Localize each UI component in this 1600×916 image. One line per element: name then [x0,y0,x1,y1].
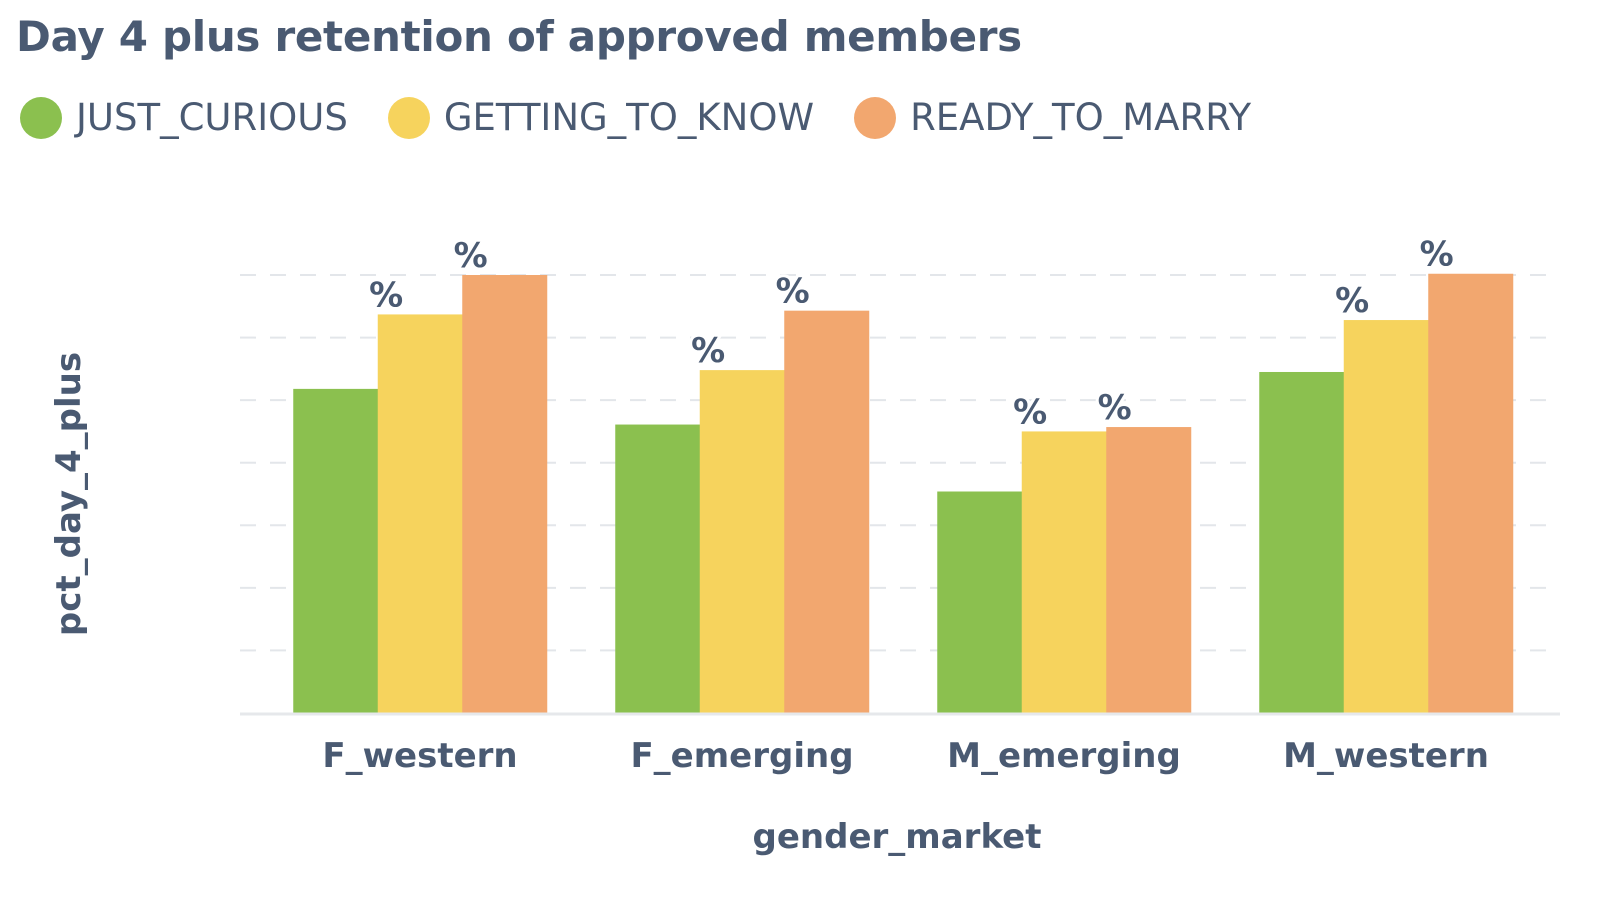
bar-ready-to-marry [1106,427,1192,713]
x-tick-label: F_western [322,736,517,776]
legend-swatch [387,96,430,139]
legend-label: JUST_CURIOUS [76,96,348,139]
data-label: % [1013,392,1047,432]
legend-swatch [854,96,897,139]
bar-just-curious [1259,371,1345,713]
legend-label: GETTING_TO_KNOW [443,96,815,139]
data-label: % [369,275,403,315]
bar-getting-to-know [1021,431,1107,713]
data-label: % [1335,281,1369,321]
bar-just-curious [293,388,379,713]
data-label: % [776,272,810,312]
bar-ready-to-marry [462,275,548,713]
legend: JUST_CURIOUS GETTING_TO_KNOW READY_TO_MA… [20,96,1291,139]
y-axis-title: pct_day_4_plus [49,352,89,636]
x-tick-labels: F_western F_emerging M_emerging M_western [322,736,1489,776]
bar-getting-to-know [699,370,785,713]
legend-item-getting-to-know[interactable]: GETTING_TO_KNOW [387,96,815,139]
x-tick-label: F_emerging [630,736,853,776]
data-label: % [454,236,488,276]
bar-getting-to-know [377,314,463,713]
data-label: % [691,331,725,371]
chart-title: Day 4 plus retention of approved members [16,12,1022,61]
legend-item-just-curious[interactable]: JUST_CURIOUS [20,96,348,139]
data-labels: %%%%%%%% [366,232,1457,436]
legend-swatch [20,96,62,139]
bar-just-curious [615,424,701,713]
bar-just-curious [937,491,1023,713]
bar-ready-to-marry [1428,273,1514,713]
legend-label: READY_TO_MARRY [910,96,1252,139]
legend-item-ready-to-marry[interactable]: READY_TO_MARRY [854,96,1251,139]
bars [293,273,1514,713]
x-axis-title: gender_market [753,817,1042,857]
x-tick-label: M_western [1283,736,1489,776]
bar-getting-to-know [1343,320,1429,713]
data-label: % [1420,235,1454,275]
x-tick-label: M_emerging [947,736,1181,776]
bar-ready-to-marry [784,310,870,713]
data-label: % [1098,388,1132,428]
